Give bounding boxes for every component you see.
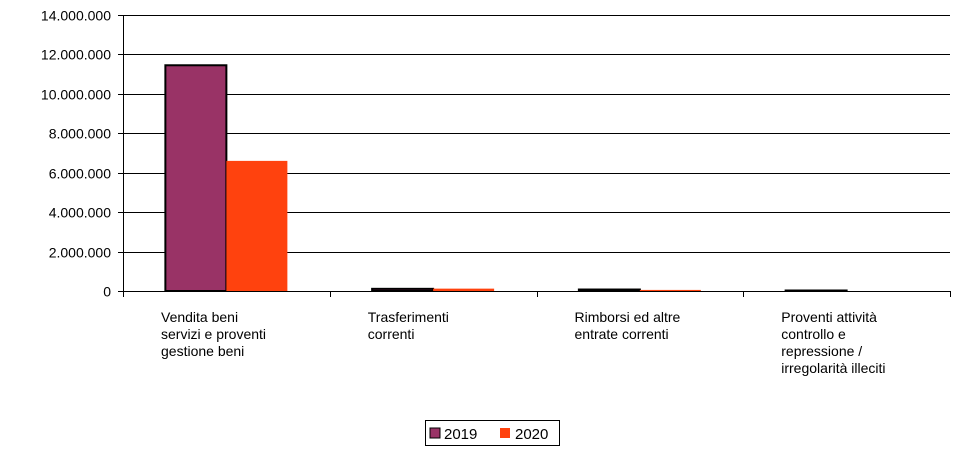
x-tick-label-line: Proventi attività: [781, 309, 877, 325]
x-tick-label-line: servizi e proventi: [161, 326, 266, 342]
x-tick-label-line: Rimborsi ed altre: [575, 309, 681, 325]
x-tick-label-line: irregolarità illeciti: [781, 360, 885, 376]
bar-2019: [165, 65, 226, 291]
y-tick-label: 8.000.000: [49, 126, 111, 142]
bar-2019: [372, 289, 433, 291]
y-tick-label: 6.000.000: [49, 166, 111, 182]
y-tick-label: 2.000.000: [49, 245, 111, 261]
legend-label-2019: 2019: [444, 426, 477, 443]
legend: 2019 2020: [426, 421, 560, 446]
y-tick-label: 12.000.000: [41, 47, 111, 63]
y-tick-label: 14.000.000: [41, 8, 111, 24]
bar-2019: [579, 290, 640, 291]
x-tick-label-line: Vendita beni: [161, 309, 238, 325]
x-tick-label-line: gestione beni: [161, 343, 244, 359]
bar-2020: [433, 289, 494, 291]
x-tick-label-line: controllo e: [781, 326, 846, 342]
x-tick-label-line: correnti: [368, 326, 415, 342]
x-tick-label-line: entrate correnti: [575, 326, 669, 342]
y-tick-label: 10.000.000: [41, 87, 111, 103]
x-tick-label-line: repressione /: [781, 343, 862, 359]
y-tick-label: 4.000.000: [49, 205, 111, 221]
legend-swatch-2019: [430, 428, 440, 438]
bar-2020: [640, 290, 701, 291]
bar-2020: [226, 161, 287, 291]
x-tick-label-line: Trasferimenti: [368, 309, 449, 325]
y-tick-label: 0: [103, 284, 111, 300]
legend-label-2020: 2020: [515, 426, 548, 443]
legend-swatch-2020: [500, 428, 510, 438]
